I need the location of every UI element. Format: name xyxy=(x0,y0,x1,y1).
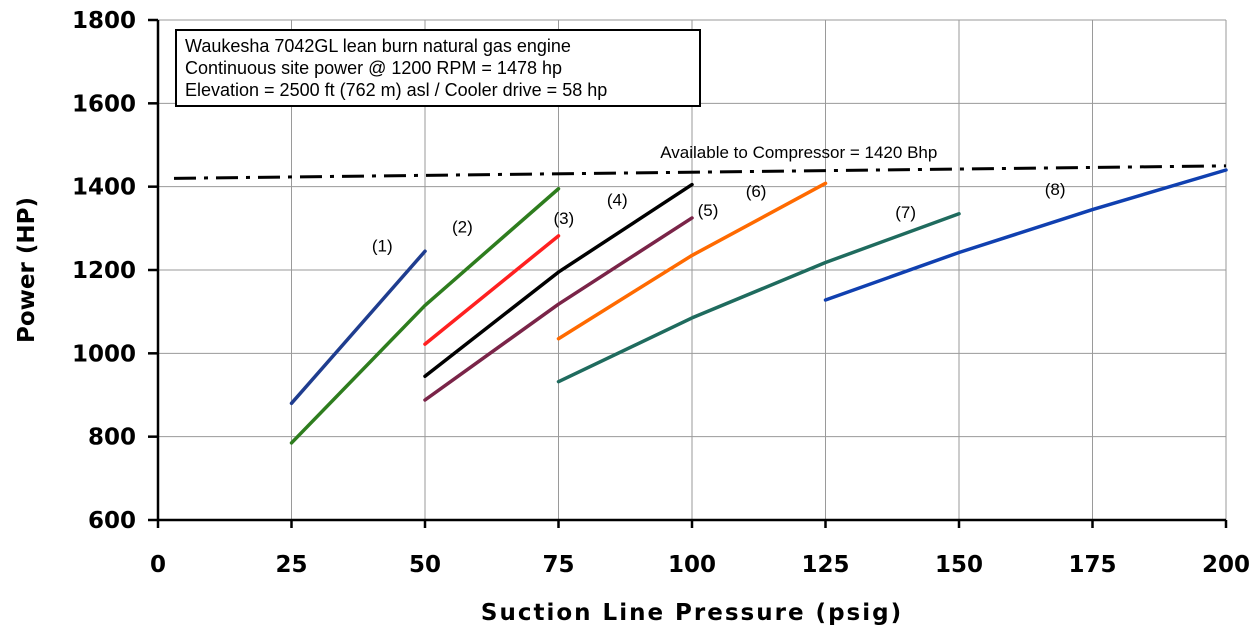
y-tick-label: 1400 xyxy=(72,175,136,201)
series-line-8 xyxy=(823,168,1228,302)
series-label-2: (2) xyxy=(452,218,473,237)
series-group: (1) (2) (3) (4) (5) (6) (7) (8) xyxy=(289,168,1228,445)
x-tick-label: 25 xyxy=(275,552,307,578)
info-line-2: Continuous site power @ 1200 RPM = 1478 … xyxy=(185,58,562,78)
x-tick-label: 175 xyxy=(1068,552,1116,578)
series-label-6: (6) xyxy=(746,182,767,201)
series-line-2 xyxy=(289,187,561,445)
series-line-1 xyxy=(289,249,427,406)
y-tick-label: 1000 xyxy=(72,341,136,367)
x-tick-label: 200 xyxy=(1202,552,1250,578)
info-line-1: Waukesha 7042GL lean burn natural gas en… xyxy=(185,36,571,56)
tick-labels: 600 800 1000 1200 1400 1600 1800 0 25 50 75 100 125 1… xyxy=(72,8,1250,578)
axes xyxy=(148,18,1228,528)
info-line-3: Elevation = 2500 ft (762 m) asl / Cooler… xyxy=(185,80,607,100)
series-line-5 xyxy=(423,216,694,402)
y-tick-label: 800 xyxy=(88,425,136,451)
series-label-3: (3) xyxy=(553,209,574,228)
reference-line-label: Available to Compressor = 1420 Bhp xyxy=(660,143,937,162)
y-axis-title: Power (HP) xyxy=(14,197,40,343)
x-tick-label: 150 xyxy=(935,552,983,578)
x-tick-label: 75 xyxy=(542,552,574,578)
series-label-8: (8) xyxy=(1045,180,1066,199)
y-tick-label: 600 xyxy=(88,508,136,534)
series-line-6 xyxy=(556,181,828,341)
y-tick-label: 1800 xyxy=(72,8,136,34)
x-tick-label: 0 xyxy=(150,552,166,578)
y-tick-label: 1200 xyxy=(72,258,136,284)
info-box-frame xyxy=(175,29,701,107)
x-tick-label: 125 xyxy=(801,552,849,578)
series-label-5: (5) xyxy=(698,201,719,220)
series-label-7: (7) xyxy=(895,203,916,222)
y-tick-label: 1600 xyxy=(72,91,136,117)
series-label-1: (1) xyxy=(372,236,393,255)
reference-line-group: Available to Compressor = 1420 Bhp xyxy=(173,143,1227,180)
series-line-3 xyxy=(423,234,561,346)
reference-line xyxy=(173,164,1227,180)
series-label-4: (4) xyxy=(607,190,628,209)
x-tick-label: 50 xyxy=(409,552,441,578)
series-line-7 xyxy=(556,212,961,384)
x-axis-title: Suction Line Pressure (psig) xyxy=(481,600,903,626)
x-tick-label: 100 xyxy=(668,552,716,578)
series-line-4 xyxy=(423,182,694,378)
info-box: Waukesha 7042GL lean burn natural gas en… xyxy=(175,29,701,107)
